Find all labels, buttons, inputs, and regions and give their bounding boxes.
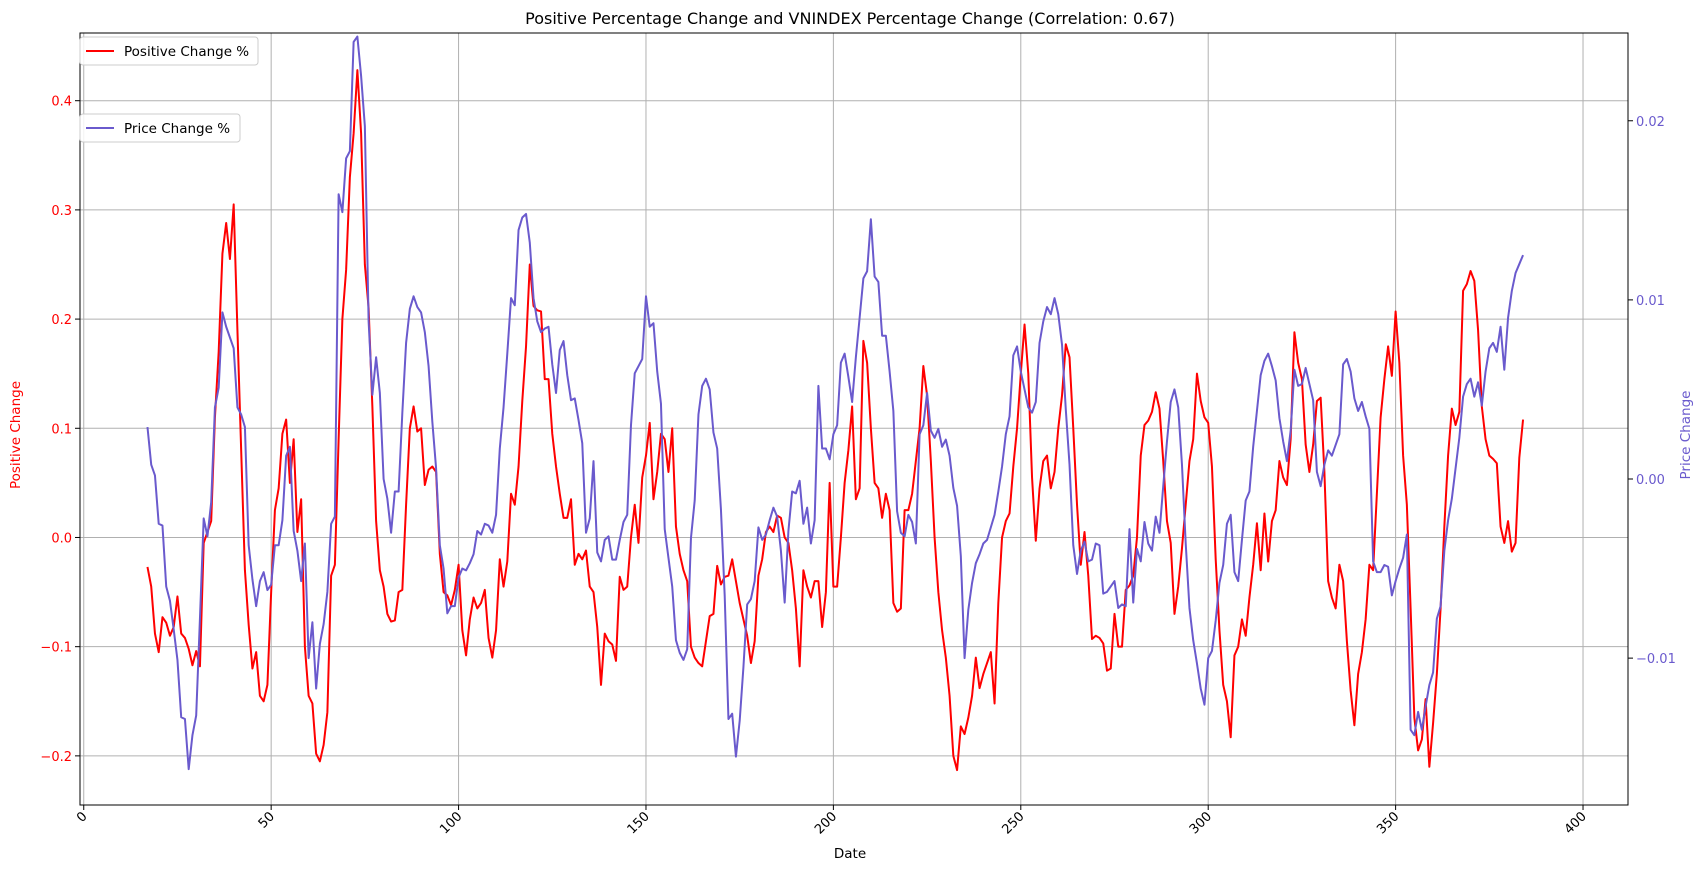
price-change-line bbox=[146, 35, 1524, 771]
legend-left: Positive Change % bbox=[79, 36, 259, 66]
y-ticks-right: −0.01 0.00 0.01 0.02 bbox=[1628, 115, 1676, 667]
y-left-tick-label-2: 0.0 bbox=[51, 531, 72, 546]
y-left-tick-label-0: −0.2 bbox=[40, 750, 72, 765]
legend-left-label: Positive Change % bbox=[124, 44, 249, 60]
y-left-tick-label-6: 0.4 bbox=[51, 95, 72, 110]
x-axis-title: Date bbox=[834, 846, 866, 862]
y-right-tick-label-2: 0.01 bbox=[1636, 294, 1665, 309]
y-right-tick-label-0: −0.01 bbox=[1636, 652, 1676, 667]
legend-right: Price Change % bbox=[79, 113, 241, 143]
y-axis-title-left: Positive Change bbox=[8, 381, 24, 489]
legend-right-box bbox=[79, 113, 241, 143]
plot-frame bbox=[79, 32, 1629, 806]
y-right-tick-label-3: 0.02 bbox=[1636, 115, 1665, 130]
legend-left-box bbox=[79, 36, 259, 66]
series-right-layer bbox=[146, 35, 1524, 771]
chart-title: Positive Percentage Change and VNINDEX P… bbox=[525, 9, 1175, 28]
y-left-tick-label-5: 0.3 bbox=[51, 204, 72, 219]
legend-right-label: Price Change % bbox=[124, 121, 230, 137]
y-right-tick-label-1: 0.00 bbox=[1636, 473, 1665, 488]
y-left-tick-label-4: 0.2 bbox=[51, 313, 72, 328]
y-axis-title-right: Price Change bbox=[1678, 391, 1694, 480]
y-left-tick-label-3: 0.1 bbox=[51, 422, 72, 437]
series-left-layer bbox=[146, 69, 1525, 772]
y-left-tick-label-1: −0.1 bbox=[40, 641, 72, 656]
y-ticks-left: −0.2 −0.1 0.0 0.1 0.2 0.3 0.4 bbox=[40, 95, 80, 765]
positive-change-line bbox=[146, 69, 1525, 772]
